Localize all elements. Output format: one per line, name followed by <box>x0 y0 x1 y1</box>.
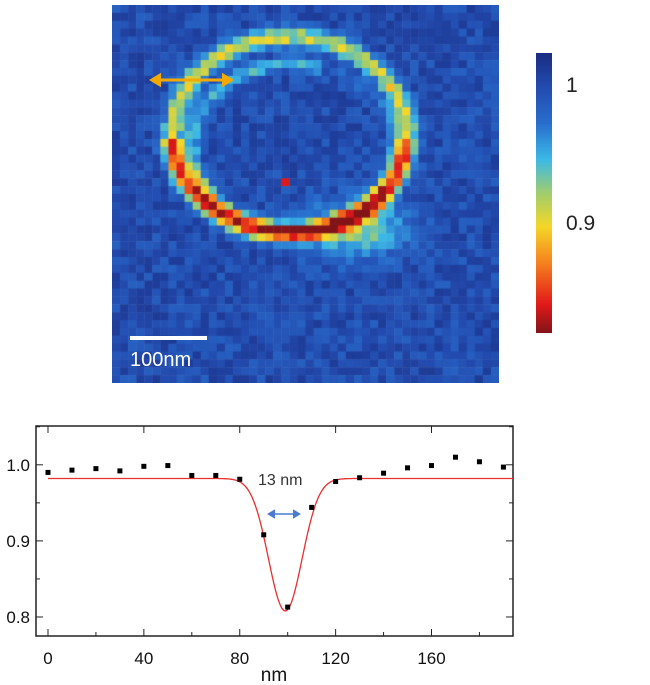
x-tick-label: 120 <box>321 649 349 668</box>
y-tick-label: 0.9 <box>6 532 30 551</box>
data-point <box>381 470 387 476</box>
data-point <box>189 472 195 478</box>
arrow-head-right <box>293 509 301 519</box>
data-point <box>261 532 267 538</box>
data-point <box>165 463 171 469</box>
data-point <box>45 469 51 475</box>
x-tick-label: 160 <box>417 649 445 668</box>
x-tick-label: 40 <box>134 649 153 668</box>
data-point <box>405 465 411 471</box>
plot-frame <box>35 425 514 637</box>
data-point <box>429 463 435 469</box>
data-point <box>452 454 458 460</box>
fwhm-annotation: 13 nm <box>258 472 302 489</box>
data-point <box>285 604 291 610</box>
fwhm-double-arrow <box>267 509 301 519</box>
data-point <box>213 472 219 478</box>
x-tick-label: 80 <box>230 649 249 668</box>
data-point <box>500 464 506 470</box>
colorbar <box>536 53 552 333</box>
arrow-head-right <box>222 72 234 88</box>
data-point <box>309 504 315 510</box>
arrow-head-left <box>267 509 275 519</box>
colorbar-tick-label: 1 <box>566 74 578 97</box>
data-point <box>117 468 123 474</box>
data-point <box>93 466 99 472</box>
data-point <box>69 467 75 473</box>
data-point <box>357 475 363 481</box>
scale-bar <box>130 336 207 340</box>
data-point <box>141 463 147 469</box>
scale-bar-label: 100nm <box>130 349 192 371</box>
gaussian-fit-line <box>48 477 513 612</box>
arrow-head-left <box>149 72 161 88</box>
colorbar-tick-label: 0.9 <box>566 212 596 235</box>
data-point <box>333 479 339 485</box>
transmission-heatmap <box>112 5 499 383</box>
x-axis-label: nm <box>261 665 287 685</box>
y-tick-label: 0.8 <box>6 608 30 627</box>
data-point <box>476 459 482 465</box>
x-tick-label: 0 <box>43 649 52 668</box>
orange-double-arrow <box>149 72 234 88</box>
y-tick-label: 1.0 <box>6 456 30 475</box>
data-point <box>237 476 243 482</box>
